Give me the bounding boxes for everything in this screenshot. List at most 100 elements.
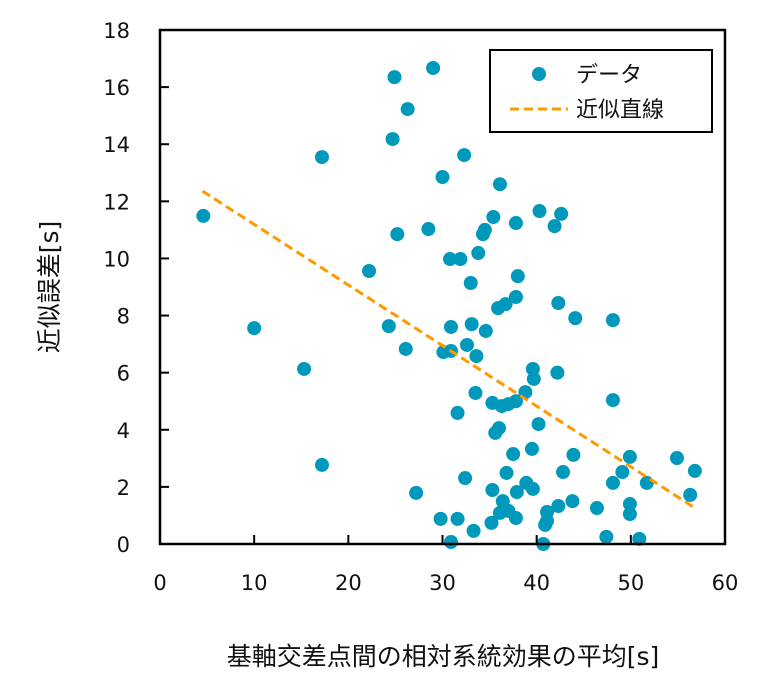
data-point [458, 471, 473, 486]
data-point [615, 465, 630, 480]
x-tick-label: 50 [617, 571, 644, 595]
y-tick-label: 6 [117, 362, 130, 386]
data-point [605, 313, 620, 328]
data-point [599, 529, 614, 544]
data-point [463, 276, 478, 291]
data-point [506, 447, 521, 462]
data-point [314, 457, 329, 472]
data-point [469, 349, 484, 364]
data-point [524, 441, 539, 456]
data-point [297, 361, 312, 376]
data-point [464, 317, 479, 332]
data-point [683, 487, 698, 502]
data-point [632, 531, 647, 546]
legend-box [489, 49, 713, 133]
data-point [605, 475, 620, 490]
data-point [314, 150, 329, 165]
y-tick-label: 0 [117, 533, 130, 557]
data-point [457, 148, 472, 163]
data-point [566, 447, 581, 462]
data-point [568, 311, 583, 326]
data-point [409, 485, 424, 500]
data-point [450, 511, 465, 526]
data-point [526, 371, 541, 386]
data-point [433, 511, 448, 526]
legend-label-data: データ [576, 63, 642, 88]
data-point [492, 177, 507, 192]
y-axis-label: 近似誤差[s] [35, 221, 64, 354]
data-point [450, 405, 465, 420]
data-point [622, 449, 637, 464]
data-point [485, 483, 500, 498]
data-point [459, 337, 474, 352]
y-tick-label: 10 [103, 247, 130, 271]
data-point [484, 515, 499, 530]
data-point [435, 170, 450, 185]
data-point [362, 264, 377, 279]
data-point [468, 385, 483, 400]
legend-label-trend: 近似直線 [576, 98, 664, 123]
data-point [556, 465, 571, 480]
legend: データ 近似直線 [489, 49, 713, 133]
data-point [443, 252, 458, 267]
data-point [639, 475, 654, 490]
y-tick-label: 12 [103, 190, 130, 214]
data-point [509, 485, 524, 500]
y-tick-label: 16 [103, 76, 130, 100]
data-point [381, 319, 396, 334]
data-point [387, 70, 402, 85]
data-point [443, 319, 458, 334]
x-tick-label: 30 [429, 571, 456, 595]
data-point [605, 393, 620, 408]
data-point [508, 511, 523, 526]
data-point [390, 227, 405, 242]
data-point [421, 222, 436, 237]
data-point [532, 204, 547, 219]
y-tick-label: 4 [117, 419, 130, 443]
data-point [466, 523, 481, 538]
data-point [551, 295, 566, 310]
data-point [565, 494, 580, 509]
y-tick-label: 2 [117, 476, 130, 500]
data-point [550, 365, 565, 380]
data-point [687, 463, 702, 478]
data-point [385, 132, 400, 147]
data-point [551, 499, 566, 514]
legend-marker-data [532, 67, 546, 81]
data-point [398, 341, 413, 356]
x-tick-label: 60 [712, 571, 739, 595]
x-tick-label: 20 [335, 571, 362, 595]
data-point [540, 505, 555, 520]
data-point [453, 252, 468, 267]
data-point [426, 60, 441, 75]
data-point [478, 323, 493, 338]
x-axis-label: 基軸交差点間の相対系統効果の平均[s] [227, 642, 660, 671]
data-point [547, 219, 562, 234]
data-point [531, 417, 546, 432]
data-point [492, 421, 506, 436]
y-tick-label: 14 [103, 133, 130, 157]
data-point [554, 206, 569, 221]
data-point [486, 210, 501, 225]
data-point [508, 394, 523, 409]
data-point [622, 507, 637, 522]
x-tick-label: 10 [241, 571, 268, 595]
data-point [471, 246, 486, 261]
x-tick-label: 0 [153, 571, 166, 595]
data-point [477, 222, 492, 237]
data-point [622, 497, 637, 512]
trend-line [201, 189, 698, 511]
data-point [498, 297, 513, 312]
y-tick-label: 18 [103, 19, 130, 43]
data-point [589, 501, 604, 516]
data-point [443, 535, 458, 550]
data-point [247, 321, 262, 336]
data-point [499, 465, 514, 480]
data-point [525, 481, 540, 496]
data-point [508, 289, 523, 304]
data-point [400, 102, 415, 117]
x-tick-label: 40 [523, 571, 550, 595]
y-tick-label: 8 [117, 305, 130, 329]
data-point [669, 451, 684, 466]
